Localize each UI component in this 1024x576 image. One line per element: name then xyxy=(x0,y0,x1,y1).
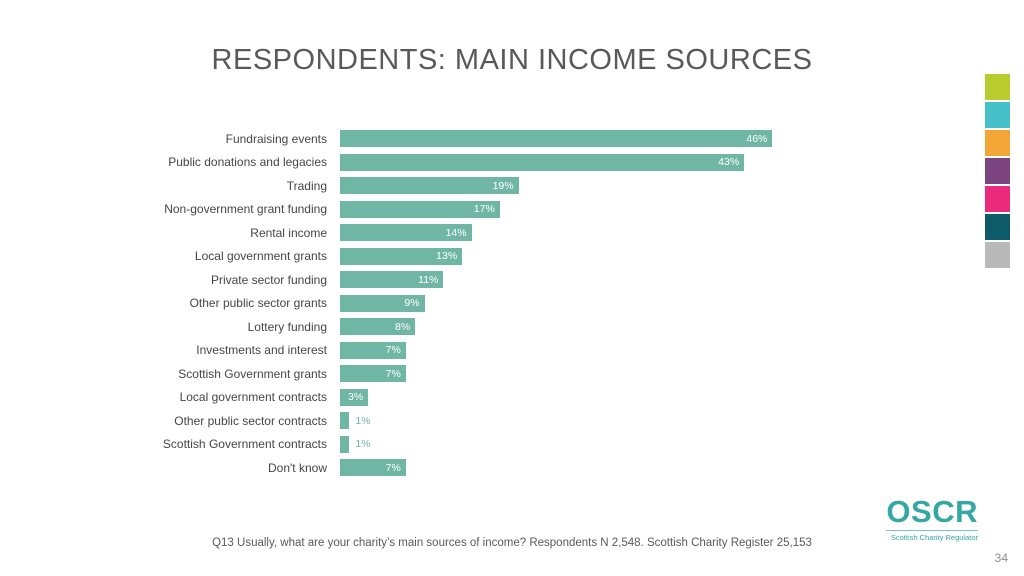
bar-track: 1% xyxy=(340,435,940,453)
color-strip xyxy=(985,74,1010,268)
value-label: 3% xyxy=(348,391,364,403)
chart-row: Lottery funding 8% xyxy=(0,315,940,339)
color-strip-square xyxy=(985,214,1010,240)
color-strip-square xyxy=(985,186,1010,212)
chart-row: Don't know 7% xyxy=(0,456,940,480)
chart-row: Other public sector grants 9% xyxy=(0,292,940,316)
bar-track: 17% xyxy=(340,200,940,218)
bar-track: 9% xyxy=(340,294,940,312)
bar-track: 8% xyxy=(340,318,940,336)
category-label: Trading xyxy=(286,178,327,193)
bar-track: 7% xyxy=(340,341,940,359)
value-label: 8% xyxy=(395,320,411,333)
bar-track: 14% xyxy=(340,224,940,242)
chart-row: Scottish Government grants 7% xyxy=(0,362,940,386)
color-strip-square xyxy=(985,158,1010,184)
bar xyxy=(340,412,350,430)
oscr-logo: OSCR Scottish Charity Regulator xyxy=(886,496,978,542)
chart-row: Public donations and legacies 43% xyxy=(0,151,940,175)
category-label: Scottish Government contracts xyxy=(162,437,327,452)
color-strip-square xyxy=(985,102,1010,128)
value-label: 11% xyxy=(418,273,439,286)
bar: 14% xyxy=(340,224,472,242)
chart-row: Local government grants 13% xyxy=(0,245,940,269)
value-label: 1% xyxy=(355,438,371,450)
color-strip-square xyxy=(985,74,1010,100)
bar-track: 1% xyxy=(340,412,940,430)
chart-row: Scottish Government contracts 1% xyxy=(0,433,940,457)
bar-track: 3% xyxy=(340,388,940,406)
bar-track: 7% xyxy=(340,365,940,383)
bar: 7% xyxy=(340,341,406,359)
category-label: Non-government grant funding xyxy=(164,202,327,217)
color-strip-square xyxy=(985,242,1010,268)
chart-row: Trading 19% xyxy=(0,174,940,198)
bar: 7% xyxy=(340,459,406,477)
value-label: 7% xyxy=(385,367,401,380)
category-label: Rental income xyxy=(250,225,327,240)
category-label: Don't know xyxy=(268,460,327,475)
bar-track: 46% xyxy=(340,130,940,148)
bar-chart: Fundraising events 46% Public donations an… xyxy=(0,127,940,480)
bar: 43% xyxy=(340,153,745,171)
value-label: 43% xyxy=(718,156,740,168)
chart-row: Private sector funding 11% xyxy=(0,268,940,292)
page-number: 34 xyxy=(994,551,1008,565)
value-label: 1% xyxy=(355,414,371,427)
bar: 9% xyxy=(340,294,425,312)
chart-row: Other public sector contracts 1% xyxy=(0,409,940,433)
bar: 3% xyxy=(340,388,369,406)
value-label: 19% xyxy=(492,179,514,192)
bar-track: 11% xyxy=(340,271,940,289)
category-label: Lottery funding xyxy=(247,319,327,334)
category-label: Public donations and legacies xyxy=(168,155,327,170)
footer-note: Q13 Usually, what are your charity’s mai… xyxy=(212,537,812,549)
chart-row: Rental income 14% xyxy=(0,221,940,245)
value-label: 9% xyxy=(404,297,420,309)
category-label: Local government grants xyxy=(194,249,327,264)
bar: 8% xyxy=(340,318,416,336)
oscr-logo-tagline: Scottish Charity Regulator xyxy=(886,530,978,542)
page-title: RESPONDENTS: MAIN INCOME SOURCES xyxy=(211,44,813,76)
bar: 11% xyxy=(340,271,444,289)
color-strip-square xyxy=(985,130,1010,156)
category-label: Investments and interest xyxy=(196,343,327,358)
value-label: 7% xyxy=(385,344,401,356)
chart-row: Investments and interest 7% xyxy=(0,339,940,363)
chart-row: Local government contracts 3% xyxy=(0,386,940,410)
value-label: 7% xyxy=(385,461,401,474)
bar-track: 19% xyxy=(340,177,940,195)
bar: 17% xyxy=(340,200,500,218)
bar: 46% xyxy=(340,130,773,148)
bar: 13% xyxy=(340,247,463,265)
bar: 19% xyxy=(340,177,519,195)
chart-row: Fundraising events 46% xyxy=(0,127,940,151)
value-label: 46% xyxy=(746,132,768,145)
chart-row: Non-government grant funding 17% xyxy=(0,198,940,222)
category-label: Fundraising events xyxy=(225,131,327,146)
bar xyxy=(340,435,350,453)
value-label: 14% xyxy=(445,226,467,239)
bar-track: 7% xyxy=(340,459,940,477)
category-label: Other public sector grants xyxy=(189,296,327,311)
value-label: 17% xyxy=(473,203,495,215)
bar-track: 13% xyxy=(340,247,940,265)
bar: 7% xyxy=(340,365,406,383)
category-label: Private sector funding xyxy=(210,272,327,287)
bar-track: 43% xyxy=(340,153,940,171)
category-label: Local government contracts xyxy=(179,390,327,405)
oscr-logo-text: OSCR xyxy=(886,494,978,529)
category-label: Other public sector contracts xyxy=(174,413,327,428)
category-label: Scottish Government grants xyxy=(178,366,327,381)
value-label: 13% xyxy=(436,250,458,262)
